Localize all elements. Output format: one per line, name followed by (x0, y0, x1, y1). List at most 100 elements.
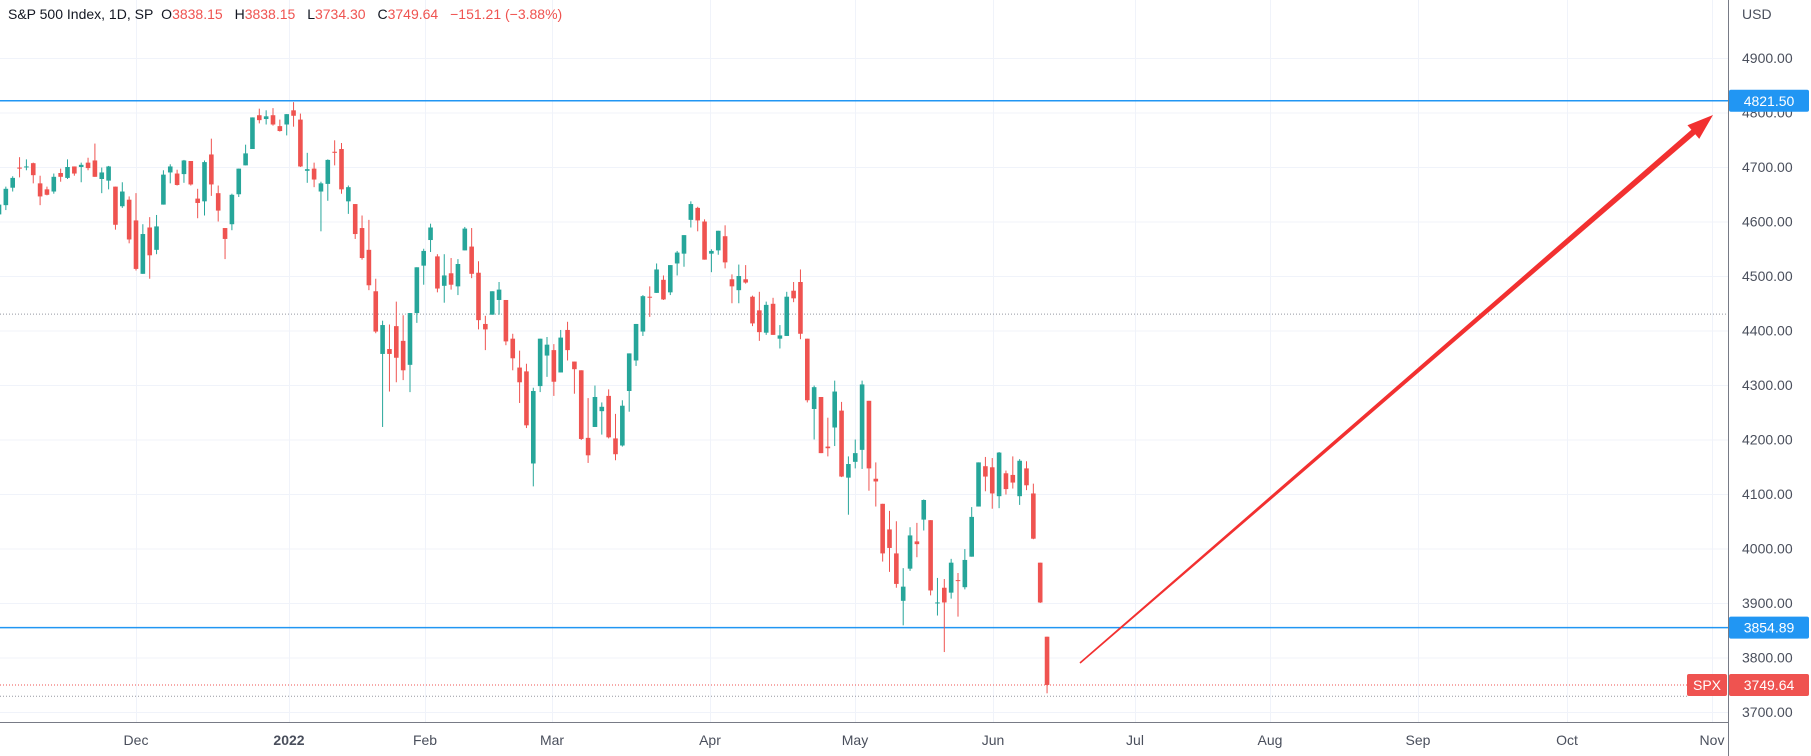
symbol-label-bg (1687, 673, 1727, 696)
candle-body (407, 313, 413, 365)
candle-body (414, 267, 420, 314)
y-tick-label: 3900.00 (1742, 595, 1793, 611)
candle-body (668, 265, 673, 293)
candle-body (120, 191, 125, 207)
high-value: 3838.15 (244, 6, 296, 22)
candle-body (17, 167, 22, 169)
candle-body (106, 166, 111, 181)
candle-body (352, 204, 358, 235)
candle-body (736, 276, 742, 291)
x-tick-label: Jul (1126, 732, 1144, 748)
candle-body (72, 166, 77, 174)
candle-body (188, 161, 194, 185)
candle-body (441, 275, 447, 286)
candle-body (866, 400, 872, 469)
candle-body (222, 228, 228, 239)
candle-body (51, 176, 57, 192)
price-labels: 4821.50 3854.89 3749.64 SPX (1687, 89, 1809, 696)
line-price-label-bg (1729, 616, 1809, 639)
candle-body (647, 296, 653, 298)
candle-body (1017, 460, 1022, 497)
candle-body (291, 110, 296, 116)
candle-body (715, 230, 721, 251)
candle-body (44, 189, 50, 195)
candle-body (811, 387, 817, 409)
candle-body (24, 166, 29, 168)
candle-body (681, 235, 687, 254)
candle-body (551, 350, 557, 382)
y-tick-label: 4600.00 (1742, 214, 1793, 230)
candle-body (455, 264, 461, 287)
candle-body (489, 291, 495, 315)
candle-body (270, 115, 276, 125)
candle-body (544, 344, 550, 356)
trend-arrow[interactable] (1079, 115, 1713, 664)
candles (0, 102, 1050, 694)
candle-body (770, 303, 776, 335)
time-axis[interactable]: Dec 2022 Feb Mar Apr May Jun Jul Aug Sep Oct Nov (124, 732, 1725, 748)
candle-body (757, 310, 762, 333)
candle-body (202, 162, 207, 202)
candle-body (695, 207, 700, 221)
candle-body (126, 199, 132, 240)
candle-body (709, 250, 714, 254)
candle-body (387, 349, 392, 354)
candle-body (825, 446, 831, 449)
candle-body (0, 204, 2, 215)
candle-body (380, 325, 385, 354)
candle-body (65, 167, 70, 178)
candle-body (996, 452, 1002, 497)
candle-body (640, 296, 646, 332)
candle-body (394, 326, 399, 358)
candle-body (531, 390, 536, 464)
candle-body (620, 405, 625, 446)
candle-body (476, 272, 481, 321)
y-tick-label: 4000.00 (1742, 541, 1793, 557)
candle-body (777, 335, 783, 339)
candle-body (448, 273, 454, 285)
y-tick-label: 3700.00 (1742, 704, 1793, 720)
candle-body (729, 279, 735, 287)
candle-body (37, 183, 43, 197)
candle-body (3, 188, 9, 206)
candle-body (167, 166, 173, 173)
candle-body (195, 198, 200, 203)
candle-body (599, 406, 605, 412)
candle-body (462, 228, 468, 251)
candle-body (524, 371, 529, 426)
candle-body (147, 227, 152, 256)
candle-body (373, 291, 379, 332)
candle-body (702, 221, 707, 260)
candle-body (1044, 636, 1050, 685)
low-label: L (307, 6, 315, 22)
candle-body (784, 296, 790, 336)
last-price-label: 3749.64 (1744, 677, 1795, 693)
candle-body (421, 250, 426, 266)
y-tick-label: 4400.00 (1742, 323, 1793, 339)
candle-body (537, 338, 543, 387)
currency-label: USD (1742, 6, 1772, 22)
candle-body (161, 174, 166, 205)
high-label: H (234, 6, 245, 22)
candle-body (674, 252, 680, 264)
candle-body (907, 535, 913, 569)
y-tick-label: 4700.00 (1742, 159, 1793, 175)
candle-body (503, 299, 509, 342)
line-price-label: 3854.89 (1744, 620, 1795, 636)
candle-body (428, 227, 433, 241)
candle-body (791, 290, 796, 299)
candle-body (359, 228, 365, 259)
symbol-label: SPX (1693, 677, 1722, 693)
candle-body (565, 329, 570, 351)
candle-body (900, 586, 906, 601)
last-price-label-bg (1729, 673, 1809, 696)
candle-body (257, 115, 262, 121)
x-tick-label: May (842, 732, 868, 748)
candle-body (763, 304, 769, 333)
ohlc-legend: S&P 500 Index, 1D, SP O3838.15 H3838.15 … (8, 6, 566, 22)
candle-body (229, 194, 235, 225)
candle-body (304, 169, 310, 171)
candle-body (921, 499, 927, 520)
candle-body (955, 580, 961, 582)
